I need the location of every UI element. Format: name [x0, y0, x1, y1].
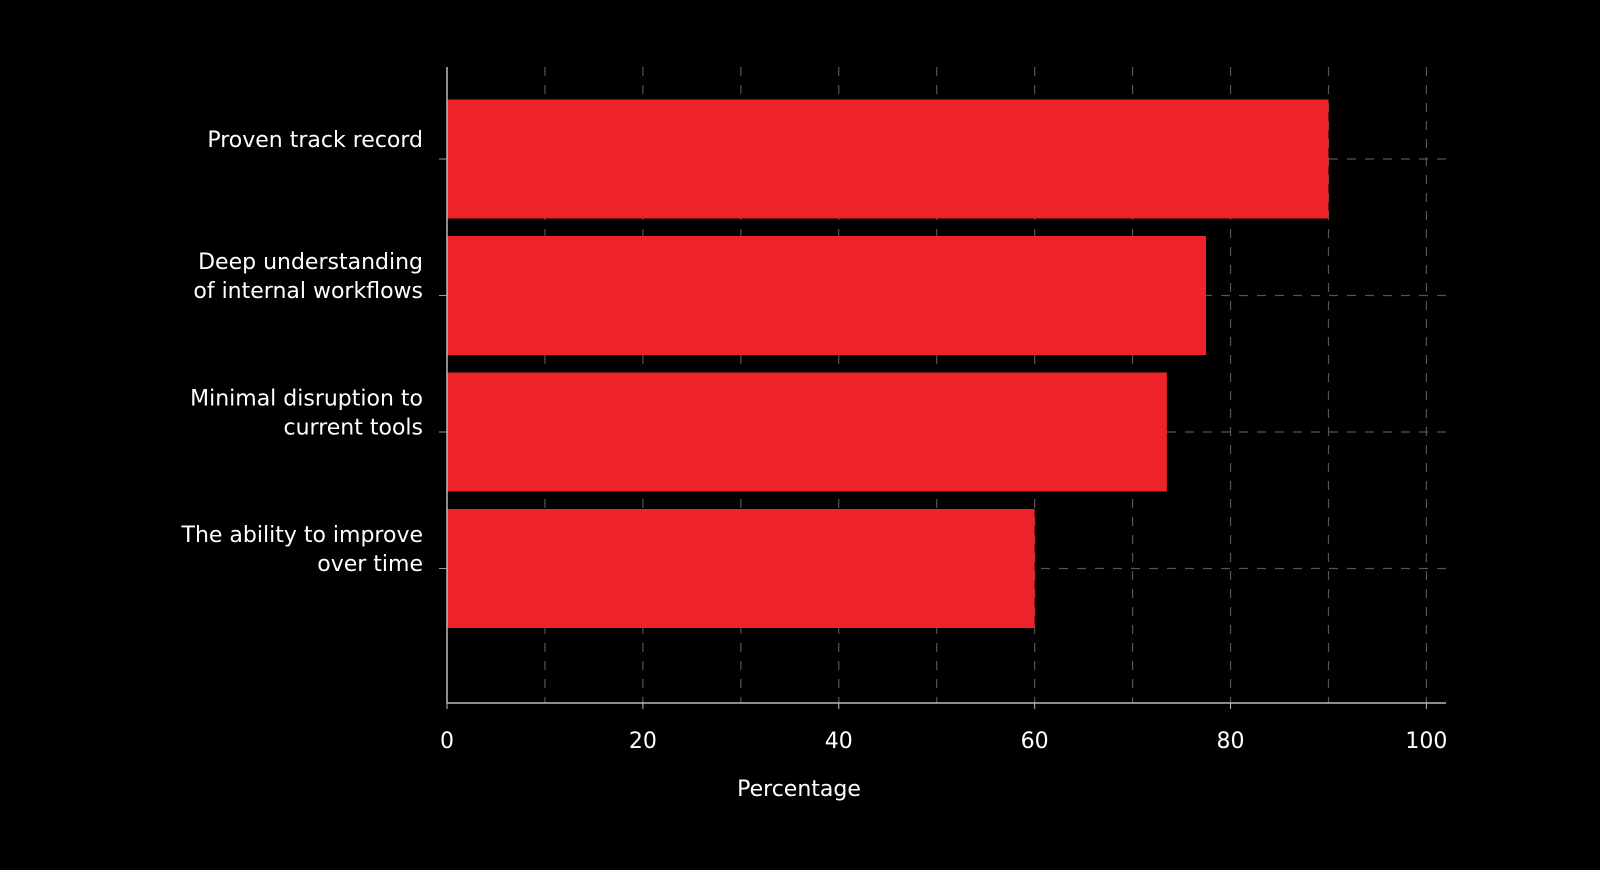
bar: [447, 236, 1207, 355]
x-tick-label: 20: [629, 729, 657, 754]
bar: [447, 372, 1167, 492]
bar: [447, 509, 1035, 628]
y-tick-label: Proven track record: [207, 128, 423, 153]
x-tick-label: 0: [440, 729, 454, 754]
x-tick-label: 100: [1405, 729, 1447, 754]
x-tick-label: 60: [1021, 729, 1049, 754]
y-tick-label: Minimal disruption to current tools: [190, 387, 423, 441]
x-axis-label: Percentage: [737, 777, 861, 802]
bar: [447, 99, 1329, 219]
y-tick-label: The ability to improve over time: [181, 523, 424, 577]
y-tick-label: Deep understanding of internal workflows: [193, 250, 423, 304]
x-tick-label: 80: [1217, 729, 1245, 754]
x-tick-label: 40: [825, 729, 853, 754]
